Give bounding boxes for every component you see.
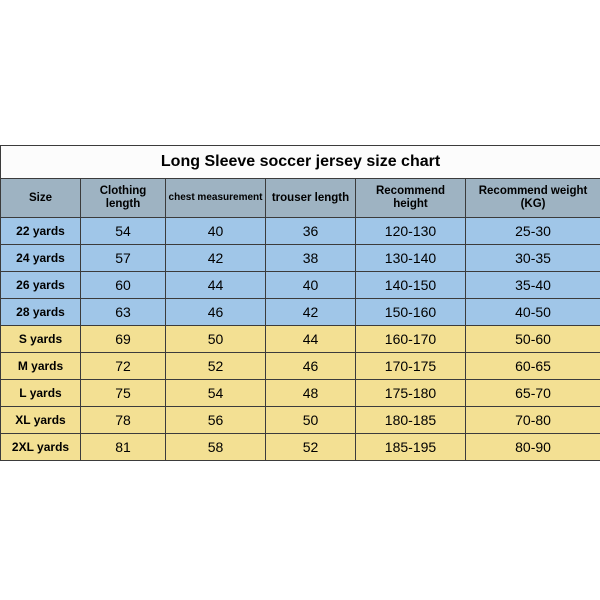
table-row: M yards725246170-17560-65	[1, 353, 600, 380]
value-cell: 56	[166, 407, 266, 434]
value-cell: 150-160	[356, 299, 466, 326]
table-row: 2XL yards815852185-19580-90	[1, 434, 600, 461]
value-cell: 25-30	[466, 218, 600, 245]
size-cell: S yards	[1, 326, 81, 353]
table-row: 28 yards634642150-16040-50	[1, 299, 600, 326]
size-chart-container: Long Sleeve soccer jersey size chart Siz…	[0, 145, 600, 461]
value-cell: 72	[81, 353, 166, 380]
value-cell: 180-185	[356, 407, 466, 434]
size-chart-table: Long Sleeve soccer jersey size chart Siz…	[0, 145, 600, 461]
size-cell: 28 yards	[1, 299, 81, 326]
value-cell: 44	[266, 326, 356, 353]
value-cell: 57	[81, 245, 166, 272]
value-cell: 130-140	[356, 245, 466, 272]
value-cell: 60	[81, 272, 166, 299]
value-cell: 36	[266, 218, 356, 245]
size-cell: 2XL yards	[1, 434, 81, 461]
value-cell: 70-80	[466, 407, 600, 434]
value-cell: 175-180	[356, 380, 466, 407]
table-header-row: SizeClothing lengthchest measurementtrou…	[1, 179, 600, 218]
value-cell: 75	[81, 380, 166, 407]
size-cell: L yards	[1, 380, 81, 407]
value-cell: 80-90	[466, 434, 600, 461]
value-cell: 38	[266, 245, 356, 272]
value-cell: 42	[166, 245, 266, 272]
value-cell: 65-70	[466, 380, 600, 407]
value-cell: 69	[81, 326, 166, 353]
column-header: Recommend height	[356, 179, 466, 218]
value-cell: 46	[266, 353, 356, 380]
value-cell: 50	[166, 326, 266, 353]
value-cell: 52	[166, 353, 266, 380]
value-cell: 160-170	[356, 326, 466, 353]
value-cell: 54	[166, 380, 266, 407]
column-header: chest measurement	[166, 179, 266, 218]
table-row: XL yards785650180-18570-80	[1, 407, 600, 434]
value-cell: 48	[266, 380, 356, 407]
value-cell: 30-35	[466, 245, 600, 272]
table-row: 24 yards574238130-14030-35	[1, 245, 600, 272]
value-cell: 78	[81, 407, 166, 434]
value-cell: 54	[81, 218, 166, 245]
column-header: trouser length	[266, 179, 356, 218]
value-cell: 140-150	[356, 272, 466, 299]
value-cell: 35-40	[466, 272, 600, 299]
value-cell: 40	[166, 218, 266, 245]
column-header: Size	[1, 179, 81, 218]
size-cell: M yards	[1, 353, 81, 380]
value-cell: 60-65	[466, 353, 600, 380]
value-cell: 52	[266, 434, 356, 461]
size-cell: 24 yards	[1, 245, 81, 272]
value-cell: 40-50	[466, 299, 600, 326]
value-cell: 50	[266, 407, 356, 434]
table-body: 22 yards544036120-13025-3024 yards574238…	[1, 218, 600, 461]
value-cell: 44	[166, 272, 266, 299]
value-cell: 40	[266, 272, 356, 299]
size-cell: 22 yards	[1, 218, 81, 245]
column-header: Recommend weight (KG)	[466, 179, 600, 218]
value-cell: 46	[166, 299, 266, 326]
value-cell: 170-175	[356, 353, 466, 380]
table-row: 22 yards544036120-13025-30	[1, 218, 600, 245]
value-cell: 63	[81, 299, 166, 326]
size-cell: 26 yards	[1, 272, 81, 299]
table-row: L yards755448175-18065-70	[1, 380, 600, 407]
value-cell: 58	[166, 434, 266, 461]
value-cell: 50-60	[466, 326, 600, 353]
value-cell: 185-195	[356, 434, 466, 461]
value-cell: 42	[266, 299, 356, 326]
value-cell: 81	[81, 434, 166, 461]
table-row: 26 yards604440140-15035-40	[1, 272, 600, 299]
table-title: Long Sleeve soccer jersey size chart	[1, 146, 600, 179]
size-cell: XL yards	[1, 407, 81, 434]
value-cell: 120-130	[356, 218, 466, 245]
table-row: S yards695044160-17050-60	[1, 326, 600, 353]
column-header: Clothing length	[81, 179, 166, 218]
